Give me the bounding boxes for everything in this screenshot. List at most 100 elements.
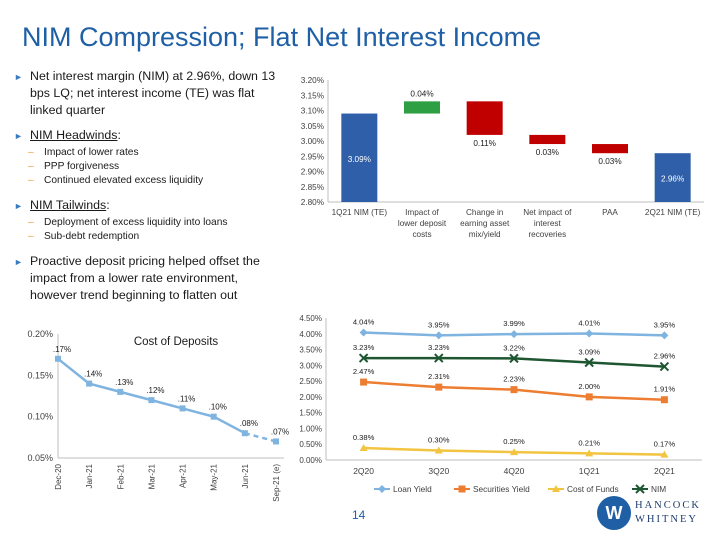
category-label-line: PAA xyxy=(602,208,618,217)
bullet-arrow-icon: ► xyxy=(14,201,23,211)
y-tick-label: 3.15% xyxy=(301,91,324,100)
waterfall-bar xyxy=(529,134,566,145)
waterfall-data-label: 0.03% xyxy=(598,157,621,166)
category-label-line: Change in xyxy=(466,208,504,217)
dash-icon: – xyxy=(28,161,34,172)
cost-of-deposits-point xyxy=(55,355,61,362)
legend-label: Cost of Funds xyxy=(567,484,619,494)
legend-marker xyxy=(552,485,560,492)
cost-of-funds-data-label: 0.17% xyxy=(654,440,676,449)
sub-bullet: – PPP forgiveness xyxy=(28,161,120,172)
nim-point-stroke xyxy=(584,357,594,368)
category-label-line: recoveries xyxy=(528,230,566,239)
cost-of-deposits-point xyxy=(148,397,155,404)
nim-point-stroke xyxy=(358,353,369,363)
securities-yield-point xyxy=(510,386,518,394)
bullet-nim-summary: ► Net interest margin (NIM) at 2.96%, do… xyxy=(14,68,276,119)
tailwinds-title: NIM Tailwinds xyxy=(30,198,107,212)
category-label-line: lower deposit xyxy=(398,219,447,228)
x-tick-label: May-21 xyxy=(210,463,219,490)
waterfall-data-label: 2.96% xyxy=(661,175,684,184)
category-label-line: 1Q21 NIM (TE) xyxy=(332,208,388,217)
bullet-list: ► Net interest margin (NIM) at 2.96%, do… xyxy=(14,68,276,312)
loan-yield-data-label: 3.95% xyxy=(654,320,676,329)
bullet-deposit-pricing: ► Proactive deposit pricing helped offse… xyxy=(14,253,276,304)
dash-icon: – xyxy=(28,175,34,186)
y-tick-label: 2.00% xyxy=(299,393,322,402)
securities-yield-data-label: 1.91% xyxy=(654,385,676,394)
x-tick-label: Apr-21 xyxy=(179,463,188,488)
data-label: .10% xyxy=(209,403,227,412)
cost-of-funds-point xyxy=(510,448,518,456)
loan-yield-data-label: 3.95% xyxy=(428,320,450,329)
headwinds-list: – Impact of lower rates – PPP forgiveness … xyxy=(14,146,276,188)
data-label: .12% xyxy=(146,386,164,395)
y-tick-label: 0.15% xyxy=(27,370,53,380)
sub-bullet: – Continued elevated excess liquidity xyxy=(28,175,204,186)
data-label: .17% xyxy=(53,345,71,354)
y-tick-label: 2.85% xyxy=(301,183,324,192)
y-tick-label: 3.10% xyxy=(301,107,324,116)
dash-icon: – xyxy=(28,231,34,242)
y-tick-label: 3.05% xyxy=(301,122,324,131)
y-tick-label: 4.00% xyxy=(299,330,322,339)
loan-yield-point xyxy=(585,329,594,338)
loan-yield-point xyxy=(510,330,518,339)
tailwinds-list: – Deployment of excess liquidity into loa… xyxy=(14,216,276,244)
cost-of-deposits-point xyxy=(273,438,279,445)
y-tick-label: 4.50% xyxy=(299,314,322,323)
loan-yield-data-label: 4.04% xyxy=(353,318,375,327)
legend-marker-stroke xyxy=(635,484,645,494)
dash-icon: – xyxy=(28,217,34,228)
x-category-label: 1Q21 NIM (TE) xyxy=(332,208,388,217)
y-tick-label: 2.90% xyxy=(301,168,324,177)
x-category-label: Net impact of interest recoveries xyxy=(523,208,572,239)
headwinds-title: NIM Headwinds xyxy=(30,128,118,142)
data-label: .13% xyxy=(115,378,133,387)
data-label: .14% xyxy=(84,370,102,379)
bullet-arrow-icon: ► xyxy=(14,72,23,82)
logo-mark-icon: W xyxy=(597,496,631,530)
x-tick-label: Feb-21 xyxy=(116,463,125,489)
y-tick-label: 1.00% xyxy=(299,424,322,433)
securities-yield-data-label: 2.23% xyxy=(503,375,525,384)
nim-data-label: 2.96% xyxy=(654,352,676,361)
nim-point-stroke xyxy=(434,353,444,363)
cost-of-deposits-point xyxy=(210,413,217,420)
waterfall-data-label: 3.09% xyxy=(348,155,371,164)
waterfall-data-label: 0.11% xyxy=(473,139,496,148)
sub-bullet: – Sub-debt redemption xyxy=(28,231,140,242)
securities-yield-data-label: 2.47% xyxy=(353,367,375,376)
nim-point-stroke xyxy=(509,353,519,364)
y-tick-label: 2.95% xyxy=(301,152,324,161)
waterfall-bar xyxy=(466,101,503,135)
y-tick-label: 3.20% xyxy=(301,76,324,85)
bullet-arrow-icon: ► xyxy=(14,257,23,267)
bullet-headwinds: ► NIM Headwinds: xyxy=(14,127,276,144)
legend-label: NIM xyxy=(651,484,666,494)
y-tick-label: 2.80% xyxy=(301,198,324,207)
page-number: 14 xyxy=(352,508,366,522)
legend-label: Loan Yield xyxy=(393,484,432,494)
x-tick-label: Mar-21 xyxy=(147,463,156,489)
cost-of-funds-data-label: 0.30% xyxy=(428,436,450,445)
nim-data-label: 3.22% xyxy=(503,343,525,352)
y-tick-label: 2.50% xyxy=(299,377,322,386)
data-label: .08% xyxy=(240,419,258,428)
y-tick-label: 1.50% xyxy=(299,409,322,418)
y-tick-label: 0.20% xyxy=(27,329,53,339)
cost-of-deposits-chart: 0.05% 0.10% 0.15% 0.20% Cost of Deposits .17%… xyxy=(27,329,289,502)
x-tick-label: Sep-21 (e) xyxy=(272,464,281,502)
legend-label: Securities Yield xyxy=(473,484,530,494)
category-label-line: earning asset xyxy=(460,219,510,228)
cost-of-deposits-point xyxy=(86,380,93,387)
chart-title: Cost of Deposits xyxy=(134,336,219,348)
y-tick-label: 3.50% xyxy=(299,346,322,355)
waterfall-data-label: 0.04% xyxy=(410,89,433,98)
loan-yield-point xyxy=(434,331,443,340)
sub-bullet: – Deployment of excess liquidity into loa… xyxy=(28,217,228,228)
x-tick-label: Jan-21 xyxy=(85,463,94,488)
nim-data-label: 3.23% xyxy=(428,343,450,352)
waterfall-bar xyxy=(404,101,440,114)
waterfall-bar xyxy=(654,153,691,202)
